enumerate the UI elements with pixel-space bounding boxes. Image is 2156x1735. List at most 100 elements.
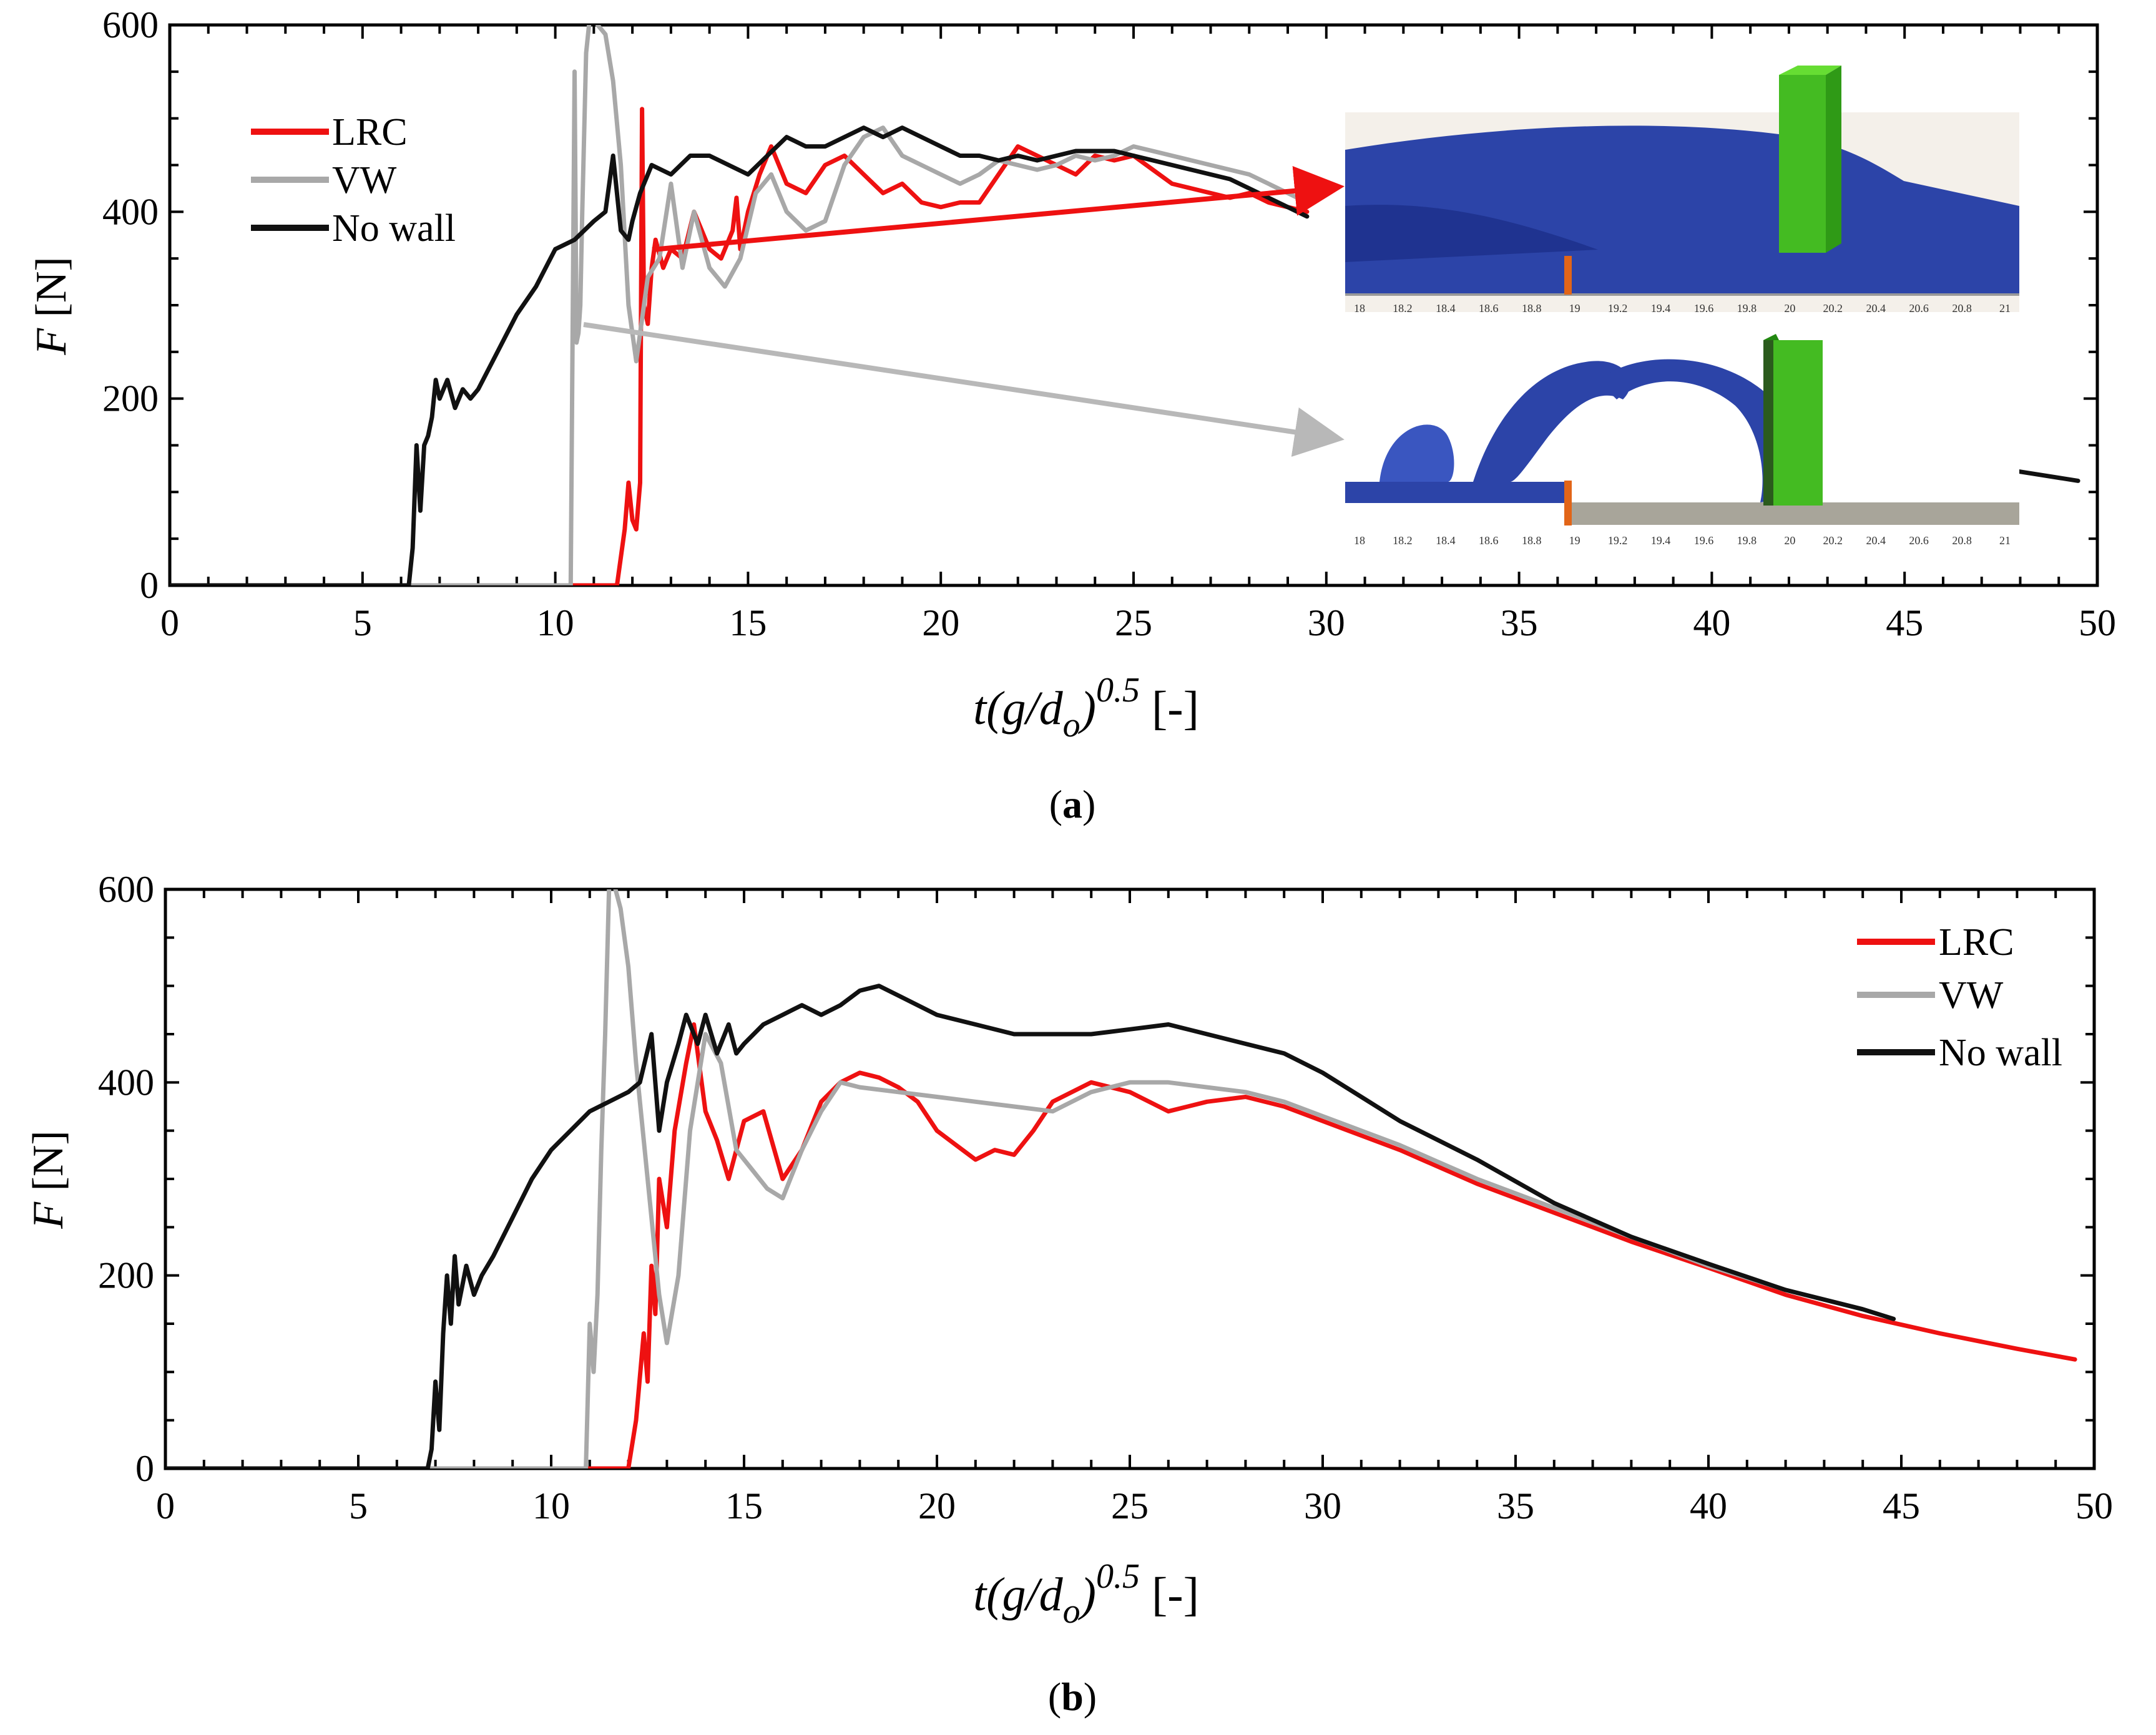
legend-a-label-lrc: LRC <box>332 111 408 154</box>
legend-b: LRC VW No wall <box>1857 921 2062 1074</box>
inset-top-orange-wall <box>1564 256 1572 295</box>
x-axis-label-b: t(g/do)0.5 [-] <box>973 1557 1199 1631</box>
x-tick-label: 35 <box>1497 1485 1534 1527</box>
inset-bottom-floor <box>1572 502 2019 525</box>
legend-a: LRC VW No wall <box>251 111 456 250</box>
arrow-vw <box>583 322 1345 457</box>
axis-ticks-a: 0 5 10 15 20 25 30 35 40 45 50 0 200 400 600 <box>102 4 2116 643</box>
x-tick-label: 50 <box>2075 1485 2113 1527</box>
x-tick-label: 20 <box>922 602 959 643</box>
inset-x-tick-label: 18 <box>1354 302 1365 315</box>
y-tick-label: 200 <box>98 1255 154 1296</box>
inset-x-tick-label: 19.6 <box>1694 302 1714 315</box>
inset-x-tick-label: 20.6 <box>1909 302 1929 315</box>
series-line-no-wall <box>170 125 1310 585</box>
inset-top-green-structure <box>1779 75 1826 253</box>
y-axis-label-a: F [N] <box>27 257 76 355</box>
legend-a-label-no-wall: No wall <box>332 207 456 250</box>
inset-top-simulation: 18 18.2 18.4 18.6 18.8 19 19.2 19.4 19.6 19.8 20 20… <box>1345 66 2019 315</box>
inset-x-tick-label: 20.4 <box>1866 534 1886 547</box>
arrow-lrc <box>652 165 1345 252</box>
inset-x-tick-label: 21 <box>1999 302 2011 315</box>
series-line-lrc <box>165 1022 2077 1469</box>
y-tick-label: 600 <box>98 869 154 910</box>
inset-x-tick-label: 18.8 <box>1522 534 1542 547</box>
series-lines-b <box>165 889 2077 1469</box>
x-tick-label: 45 <box>1883 1485 1920 1527</box>
x-tick-label: 25 <box>1111 1485 1149 1527</box>
inset-x-tick-label: 20.2 <box>1823 534 1843 547</box>
y-tick-label: 600 <box>102 4 159 46</box>
y-tick-label: 0 <box>135 1448 154 1489</box>
chart-panel-b: 0 5 10 15 20 25 30 35 40 45 50 0 200 400 600 LRC VW No… <box>24 869 2113 1631</box>
inset-x-tick-label: 19.2 <box>1608 534 1628 547</box>
x-tick-label: 15 <box>729 602 767 643</box>
series-line-vw <box>170 25 1310 585</box>
y-tick-label: 0 <box>140 565 159 606</box>
x-tick-label: 40 <box>1690 1485 1727 1527</box>
series-line-no-wall <box>165 984 1896 1469</box>
x-tick-label: 10 <box>537 602 574 643</box>
x-tick-label: 45 <box>1886 602 1923 643</box>
inset-x-tick-label: 20.8 <box>1952 302 1972 315</box>
inset-x-tick-label: 20.8 <box>1952 534 1972 547</box>
inset-x-tick-label: 18.6 <box>1479 302 1499 315</box>
inset-x-tick-label: 18.4 <box>1436 534 1456 547</box>
inset-x-tick-label: 18.2 <box>1393 534 1413 547</box>
inset-x-tick-label: 18.2 <box>1393 302 1413 315</box>
inset-x-tick-label: 19 <box>1569 302 1580 315</box>
inset-x-tick-label: 20.2 <box>1823 302 1843 315</box>
inset-bottom-green-structure <box>1763 340 1823 506</box>
inset-x-tick-label: 19.8 <box>1737 302 1757 315</box>
inset-bottom-jet <box>1473 361 1630 482</box>
x-tick-label: 5 <box>349 1485 368 1527</box>
inset-top-floor <box>1345 293 2019 296</box>
x-tick-label: 40 <box>1693 602 1730 643</box>
inset-x-tick-label: 20 <box>1784 534 1795 547</box>
plot-area-b <box>164 887 2096 1470</box>
y-tick-label: 400 <box>102 191 159 232</box>
inset-top-x-ticks: 18 18.2 18.4 18.6 18.8 19 19.2 19.4 19.6 19.8 20 20… <box>1354 302 2011 315</box>
inset-bottom-wave-crest <box>1379 424 1454 482</box>
x-axis-label-a: t(g/do)0.5 [-] <box>973 671 1199 745</box>
x-tick-label: 35 <box>1501 602 1538 643</box>
x-tick-label: 30 <box>1304 1485 1341 1527</box>
caption-b: (b) <box>1048 1674 1097 1719</box>
inset-bottom-arch <box>1598 359 1794 502</box>
x-tick-label: 10 <box>532 1485 570 1527</box>
inset-x-tick-label: 20 <box>1784 302 1795 315</box>
x-tick-label: 30 <box>1308 602 1345 643</box>
x-tick-label: 25 <box>1115 602 1152 643</box>
inset-x-tick-label: 18.8 <box>1522 302 1542 315</box>
legend-a-label-vw: VW <box>332 159 397 202</box>
series-line-lrc <box>170 107 1310 585</box>
inset-x-tick-label: 19 <box>1569 534 1580 547</box>
inset-x-tick-label: 19.8 <box>1737 534 1757 547</box>
inset-bottom-x-ticks: 18 18.2 18.4 18.6 18.8 19 19.2 19.4 19.6 19.8 20 20… <box>1354 534 2011 547</box>
series-line-vw <box>165 889 1896 1469</box>
x-tick-label: 0 <box>156 1485 175 1527</box>
inset-x-tick-label: 19.4 <box>1651 302 1671 315</box>
caption-a: (a) <box>1049 782 1096 826</box>
chart-panel-a: 0 5 10 15 20 25 30 35 40 45 50 0 200 400 600 18 18.2 18.… <box>27 4 2116 745</box>
x-tick-label: 5 <box>353 602 372 643</box>
y-tick-label: 400 <box>98 1062 154 1103</box>
inset-x-tick-label: 20.4 <box>1866 302 1886 315</box>
x-tick-label: 0 <box>160 602 179 643</box>
inset-bottom-simulation: 18 18.2 18.4 18.6 18.8 19 19.2 19.4 19.6 19.8 20 20… <box>1345 334 2019 547</box>
x-tick-label: 20 <box>918 1485 956 1527</box>
inset-x-tick-label: 19.2 <box>1608 302 1628 315</box>
inset-bottom-orange-wall <box>1564 481 1572 525</box>
inset-x-tick-label: 21 <box>1999 534 2011 547</box>
legend-b-label-lrc: LRC <box>1939 921 2014 964</box>
x-tick-label: 50 <box>2079 602 2116 643</box>
inset-x-tick-label: 19.4 <box>1651 534 1671 547</box>
inset-x-tick-label: 20.6 <box>1909 534 1929 547</box>
inset-x-tick-label: 18.4 <box>1436 302 1456 315</box>
axis-ticks-b: 0 5 10 15 20 25 30 35 40 45 50 0 200 400 600 <box>98 869 2113 1527</box>
y-tick-label: 200 <box>102 378 159 419</box>
x-tick-label: 15 <box>725 1485 763 1527</box>
inset-x-tick-label: 18 <box>1354 534 1365 547</box>
inset-x-tick-label: 18.6 <box>1479 534 1499 547</box>
